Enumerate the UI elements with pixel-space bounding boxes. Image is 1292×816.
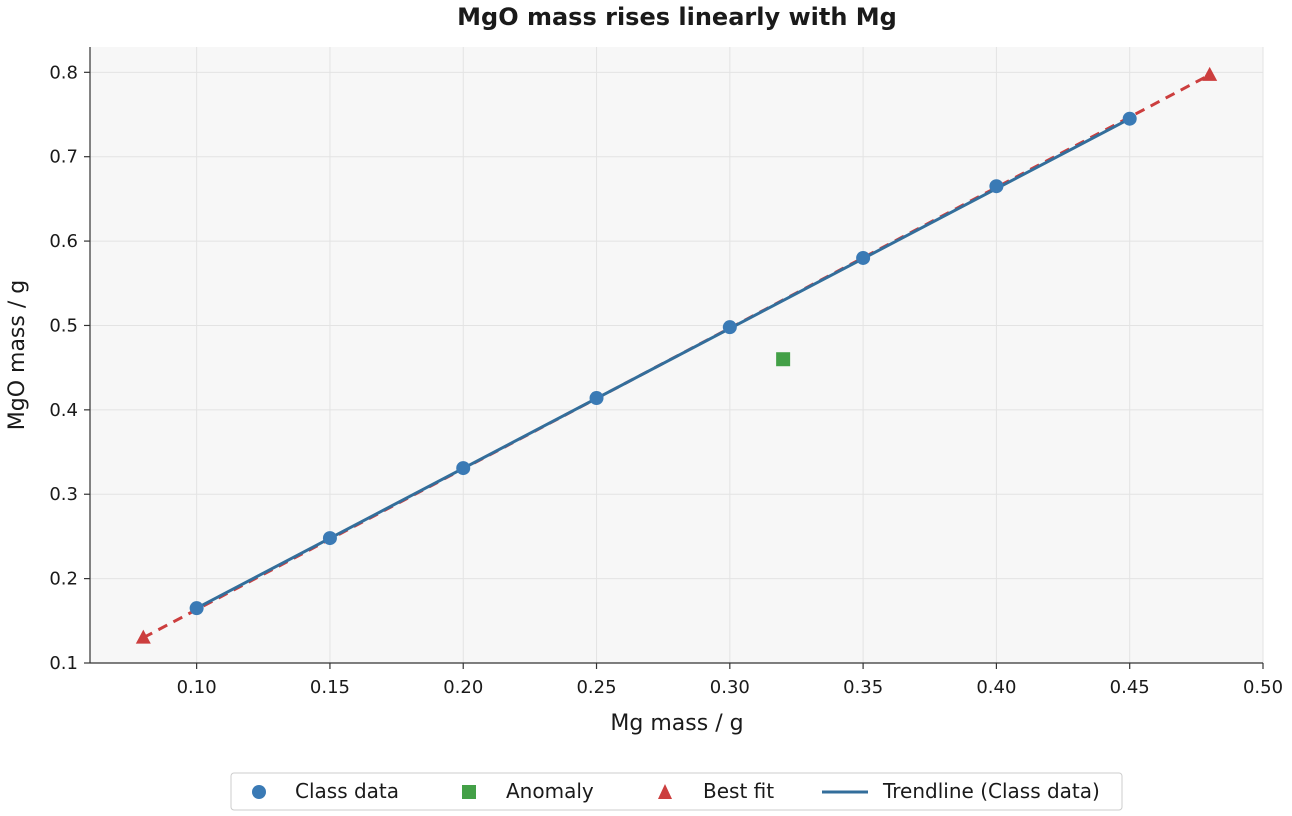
y-tick-label: 0.6	[49, 231, 78, 252]
trendlines	[142, 73, 1211, 640]
y-tick-label: 0.4	[49, 400, 78, 421]
legend-best-fit-label: Best fit	[703, 779, 774, 803]
best-fit-point	[135, 629, 151, 644]
class-data-point	[456, 461, 471, 476]
y-tick-label: 0.3	[49, 484, 78, 505]
y-tick-label: 0.8	[49, 62, 78, 83]
x-tick-label: 0.30	[710, 677, 750, 698]
legend-box	[230, 772, 1123, 811]
anomaly-point	[776, 352, 791, 367]
x-tick-label: 0.25	[576, 677, 616, 698]
class-data-point	[322, 531, 337, 546]
x-tick-label: 0.15	[310, 677, 350, 698]
x-axis-label: Mg mass / g	[610, 711, 743, 736]
y-tick-label: 0.2	[49, 569, 78, 590]
x-tick-label: 0.35	[843, 677, 883, 698]
class-data-point	[189, 601, 204, 616]
y-axis-label: MgO mass / g	[5, 280, 30, 430]
x-tick-label: 0.45	[1110, 677, 1150, 698]
data-points	[135, 66, 1218, 644]
y-tick-label: 0.5	[49, 315, 78, 336]
trendline	[195, 117, 1131, 610]
legend: Class data Anomaly Best fit Trendline (C…	[230, 772, 1123, 811]
class-data-point	[1122, 111, 1137, 126]
legend-best-fit-marker	[658, 784, 672, 799]
legend-class-data-label: Class data	[295, 779, 399, 803]
y-tick-label: 0.1	[49, 653, 78, 674]
legend-trendline-label: Trendline (Class data)	[882, 779, 1100, 803]
chart-title: MgO mass rises linearly with Mg	[457, 3, 897, 31]
class-data-point	[856, 250, 871, 265]
class-data-point	[589, 391, 604, 406]
x-tick-label: 0.20	[443, 677, 483, 698]
y-tick-label: 0.7	[49, 147, 78, 168]
legend-anomaly-label: Anomaly	[506, 779, 594, 803]
x-tick-label: 0.10	[177, 677, 217, 698]
x-tick-label: 0.50	[1243, 677, 1283, 698]
class-data-point	[989, 179, 1004, 194]
class-data-point	[722, 320, 737, 335]
axes	[89, 47, 1263, 664]
legend-class-data-marker	[252, 785, 266, 799]
ticks: 0.10 0.15 0.20 0.25 0.30 0.35 0.40 0.45 0.50 0.1 0…	[49, 62, 1283, 698]
legend-anomaly-marker	[462, 785, 476, 799]
x-tick-label: 0.40	[976, 677, 1016, 698]
best-fit-point	[1202, 66, 1218, 81]
